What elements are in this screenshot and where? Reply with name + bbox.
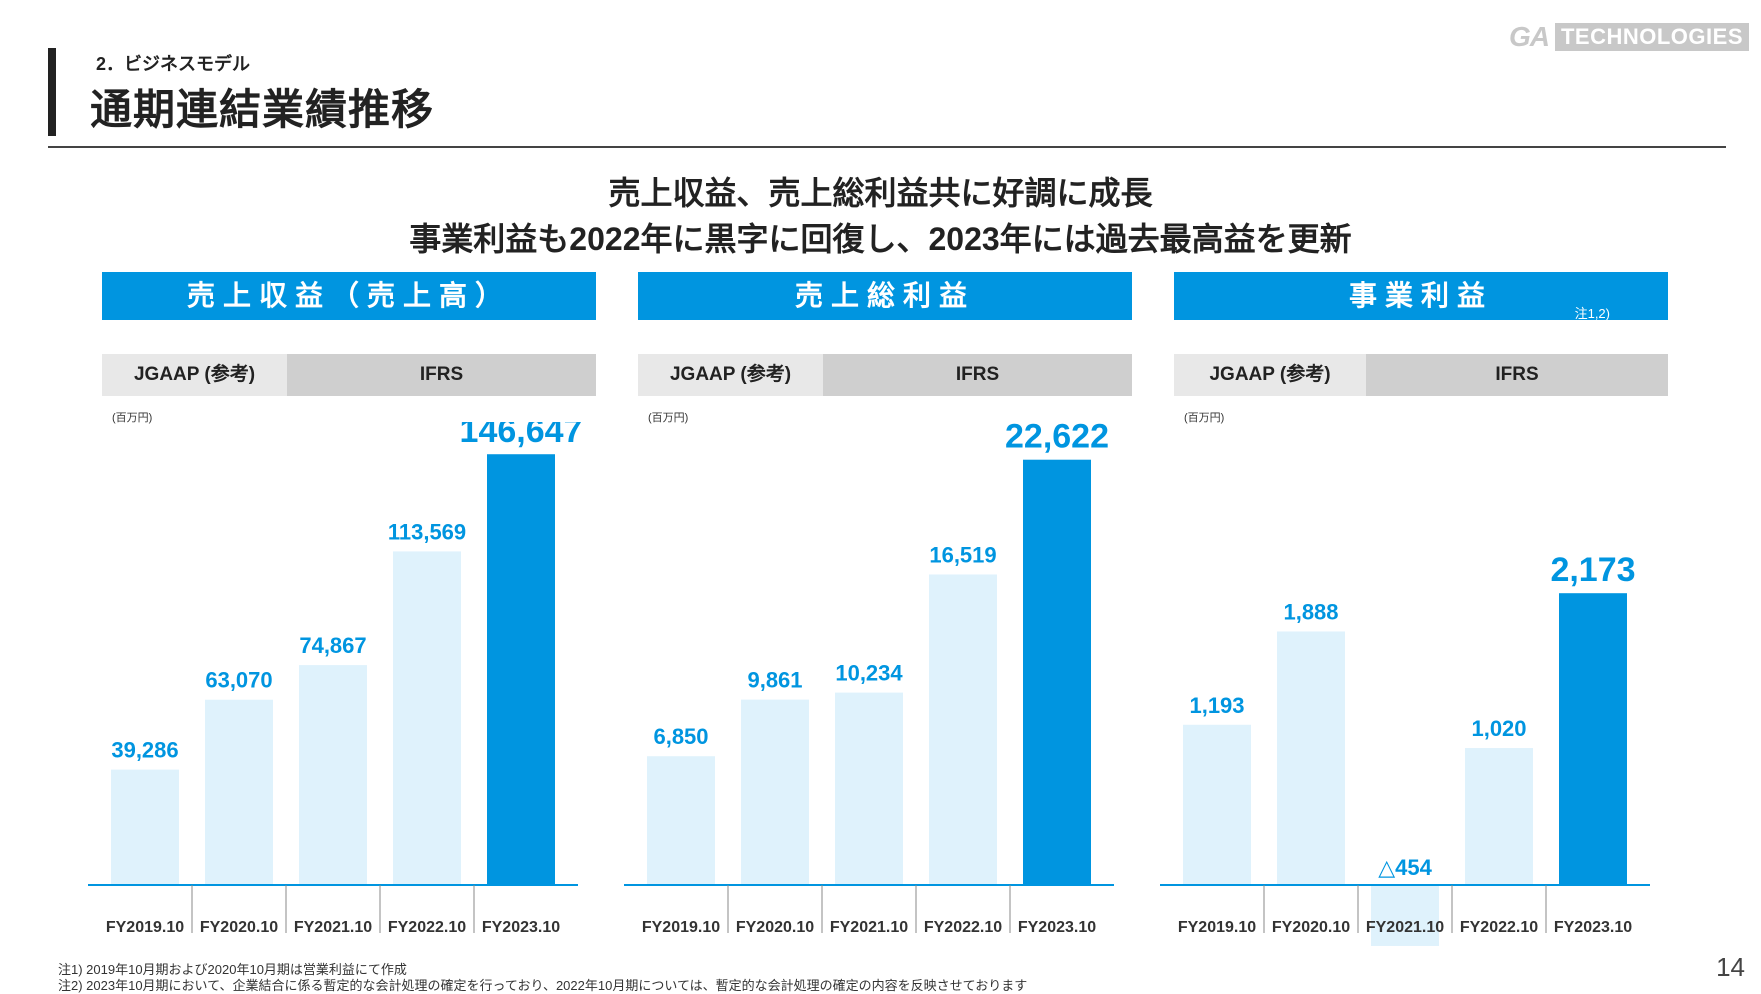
x-tick-label: FY2019.10 [106,919,184,936]
bar-value-label: 1,888 [1283,599,1338,624]
bar-value-label: 113,569 [388,519,466,544]
bar-fy2020-10 [205,699,273,885]
bar-fy2023-10 [487,454,555,885]
page-number: 14 [1716,952,1745,982]
gross-profit-bar-chart: 6,850 9,861 10,234 16,519 22,622 FY2019.10 FY2… [624,422,1114,936]
bar-value-label: 10,234 [835,661,903,686]
bar-fy2022-10 [929,574,997,885]
bar-value-label: 16,519 [929,542,996,567]
x-tick-label: FY2023.10 [1018,919,1096,936]
panel-title-text: 売上収益（売上高） [186,280,511,311]
bar-value-label: 2,173 [1550,551,1635,589]
x-tick-label: FY2022.10 [1460,919,1538,936]
footnote-2: 注2) 2023年10月期において、企業結合に係る暫定的な会計処理の確定を行って… [58,978,1028,993]
bar-fy2020-10 [1277,631,1345,885]
x-tick-label: FY2021.10 [1366,919,1444,936]
title-accent-bar [48,48,56,136]
bar-value-label: 6,850 [653,724,708,749]
x-tick-label: FY2022.10 [924,919,1002,936]
bar-fy2021-10 [299,665,367,885]
page-title: 通期連結業績推移 [90,86,435,133]
unit-label: (百万円) [112,412,153,424]
ifrs-label: IFRS [823,354,1132,396]
x-tick-label: FY2020.10 [736,919,814,936]
x-tick-label: FY2019.10 [642,919,720,936]
revenue-bar-chart: 39,286 63,070 74,867 113,569 146,647 FY2019.1… [88,422,583,936]
bar-value-label: 146,647 [460,422,583,450]
jgaap-label: JGAAP (参考) [102,354,287,396]
panel-title-text: 売上総利益 [794,280,975,311]
section-label: 2．ビジネスモデル [96,54,251,74]
bar-fy2019-10 [111,769,179,885]
bar-value-label: 74,867 [299,633,366,658]
business-profit-chart-panel: 事業利益 注1,2) JGAAP (参考) IFRS (百万円) 1,193 1,… [1160,272,1668,952]
headline-line-1: 売上収益、売上総利益共に好調に成長 [608,175,1153,211]
x-tick-label: FY2023.10 [482,919,560,936]
bar-fy2021-10 [1371,885,1439,946]
footnote-1: 注1) 2019年10月期および2020年10月期は営業利益にて作成 [58,962,407,977]
x-tick-label: FY2023.10 [1554,919,1632,936]
bar-value-label: 9,861 [747,668,802,693]
accounting-standard-row: JGAAP (参考) IFRS [102,354,596,396]
bar-value-label: 22,622 [1005,422,1109,456]
revenue-chart-panel: 売上収益（売上高） JGAAP (参考) IFRS (百万円) 39,286 63… [88,272,596,952]
x-tick-label: FY2021.10 [830,919,908,936]
headline-line-2: 事業利益も2022年に黒字に回復し、2023年には過去最高益を更新 [409,221,1352,257]
panel-title-text: 事業利益 [1348,280,1493,311]
business-profit-bar-chart: 1,193 1,888 △454 1,020 2,173 FY2019.10 FY2020.… [1160,551,1650,946]
bar-fy2020-10 [741,699,809,885]
bar-fy2023-10 [1559,593,1627,885]
x-tick-label: FY2019.10 [1178,919,1256,936]
bar-fy2021-10 [835,692,903,885]
jgaap-label: JGAAP (参考) [1174,354,1366,396]
panel-title-revenue: 売上収益（売上高） [102,272,596,320]
panel-title-business-profit: 事業利益 注1,2) [1174,272,1668,321]
x-tick-label: FY2020.10 [200,919,278,936]
company-logo: GA TECHNOLOGIES [1508,21,1749,52]
unit-label: (百万円) [648,412,689,424]
bar-value-label: 39,286 [111,738,178,763]
bar-value-label: △454 [1378,855,1432,880]
bar-value-label: 63,070 [205,668,272,693]
bar-value-label: 1,020 [1471,716,1526,741]
ifrs-label: IFRS [1366,354,1668,396]
title-divider [48,146,1726,148]
x-tick-label: FY2021.10 [294,919,372,936]
jgaap-label: JGAAP (参考) [638,354,823,396]
logo-technologies-text: TECHNOLOGIES [1554,23,1749,51]
accounting-standard-row: JGAAP (参考) IFRS [1174,354,1668,396]
panel-title-note: 注1,2) [1574,306,1610,321]
x-tick-label: FY2020.10 [1272,919,1350,936]
bar-fy2022-10 [393,551,461,885]
logo-ga-text: GA [1508,21,1550,52]
bar-value-label: 1,193 [1189,693,1244,718]
bar-fy2022-10 [1465,748,1533,885]
ifrs-label: IFRS [287,354,596,396]
headline: 売上収益、売上総利益共に好調に成長 事業利益も2022年に黒字に回復し、2023… [0,170,1761,262]
panel-title-gross-profit: 売上総利益 [638,272,1132,320]
bar-fy2019-10 [1183,724,1251,885]
bar-fy2023-10 [1023,459,1091,885]
bar-fy2019-10 [647,756,715,885]
gross-profit-chart-panel: 売上総利益 JGAAP (参考) IFRS (百万円) 6,850 9,861 10… [624,272,1132,952]
accounting-standard-row: JGAAP (参考) IFRS [638,354,1132,396]
x-tick-label: FY2022.10 [388,919,466,936]
unit-label: (百万円) [1184,412,1225,424]
